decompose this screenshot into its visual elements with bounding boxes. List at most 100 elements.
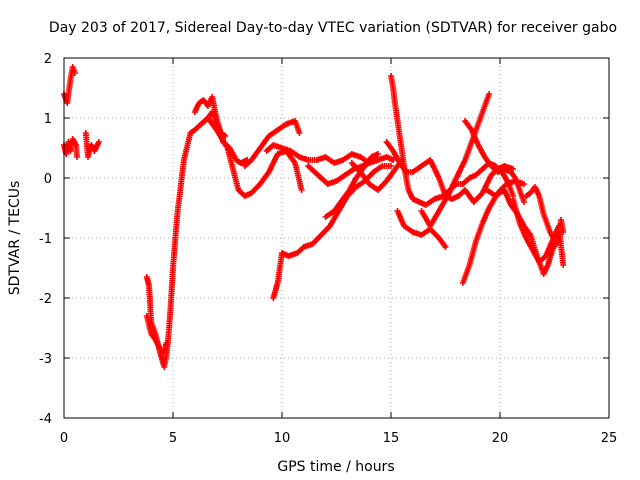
data-point	[392, 159, 394, 161]
data-point	[259, 183, 261, 185]
data-point	[412, 198, 414, 200]
data-point	[486, 189, 488, 191]
data-point	[70, 150, 72, 152]
data-point	[355, 177, 357, 179]
data-point	[392, 87, 394, 89]
data-point	[386, 156, 388, 158]
data-point	[407, 189, 409, 191]
data-point	[165, 354, 167, 356]
data-point	[342, 198, 344, 200]
data-point	[455, 177, 457, 179]
data-point	[87, 156, 89, 158]
data-point	[495, 165, 497, 167]
data-point	[482, 192, 484, 194]
data-point	[370, 156, 372, 158]
y-tick-label: 0	[44, 172, 52, 187]
data-point	[183, 159, 185, 161]
series-arc-c	[82, 130, 102, 160]
data-point	[312, 243, 314, 245]
data-point	[246, 159, 248, 161]
data-point	[399, 135, 401, 137]
data-point	[434, 198, 436, 200]
data-point	[545, 255, 547, 257]
data-point	[490, 165, 492, 167]
data-point	[294, 162, 296, 164]
data-point	[488, 93, 490, 95]
series-arc-e	[143, 313, 170, 355]
x-tick-label: 0	[60, 431, 68, 446]
data-point	[75, 144, 77, 146]
series-arc-b	[61, 136, 81, 160]
data-point	[70, 78, 72, 80]
data-point	[290, 150, 292, 152]
data-point	[320, 177, 322, 179]
data-point	[525, 237, 527, 239]
data-point	[477, 144, 479, 146]
data-point	[85, 132, 87, 134]
data-point	[438, 210, 440, 212]
chart-title: Day 203 of 2017, Sidereal Day-to-day VTE…	[49, 20, 617, 36]
data-point	[216, 117, 218, 119]
data-point	[392, 150, 394, 152]
data-point	[240, 162, 242, 164]
data-point	[325, 216, 327, 218]
data-point	[482, 222, 484, 224]
data-point	[438, 237, 440, 239]
data-point	[277, 129, 279, 131]
data-point	[296, 252, 298, 254]
data-point	[386, 141, 388, 143]
data-point	[525, 195, 527, 197]
data-point	[333, 210, 335, 212]
data-point	[394, 105, 396, 107]
data-point	[510, 204, 512, 206]
data-point	[390, 165, 392, 167]
x-axis-label: GPS time / hours	[277, 459, 394, 475]
data-point	[272, 297, 274, 299]
data-point	[355, 186, 357, 188]
data-point	[72, 66, 74, 68]
data-point	[412, 171, 414, 173]
data-point	[72, 138, 74, 140]
data-point	[562, 231, 564, 233]
data-point	[342, 159, 344, 161]
data-point	[303, 246, 305, 248]
data-point	[198, 102, 200, 104]
data-point	[307, 165, 309, 167]
data-point	[268, 171, 270, 173]
data-point	[425, 204, 427, 206]
data-point	[159, 348, 161, 350]
data-point	[351, 162, 353, 164]
data-point	[163, 351, 165, 353]
data-point	[421, 234, 423, 236]
data-point	[216, 129, 218, 131]
data-point	[244, 165, 246, 167]
data-point	[351, 153, 353, 155]
data-point	[281, 147, 283, 149]
data-point	[490, 174, 492, 176]
data-point	[207, 105, 209, 107]
data-point	[429, 225, 431, 227]
data-point	[562, 264, 564, 266]
x-tick-label: 15	[383, 431, 400, 446]
y-tick-label: -1	[39, 232, 52, 247]
data-point	[549, 231, 551, 233]
data-point	[445, 246, 446, 248]
data-point	[320, 234, 322, 236]
data-point	[146, 315, 148, 317]
y-tick-label: 1	[44, 112, 52, 127]
data-point	[74, 72, 76, 74]
y-axis-label: SDTVAR / TECUs	[7, 181, 23, 296]
x-tick-label: 25	[601, 431, 618, 446]
data-point	[98, 141, 100, 143]
data-point	[390, 75, 392, 77]
data-point	[368, 183, 370, 185]
data-point	[447, 195, 449, 197]
axis-ticks: 0 5 10 15 20 25 -4 -3 -2 -1 0 1 2	[39, 52, 617, 446]
data-point	[189, 132, 191, 134]
data-point	[386, 180, 388, 182]
data-point	[314, 171, 316, 173]
data-point	[377, 189, 379, 191]
data-point	[237, 189, 239, 191]
